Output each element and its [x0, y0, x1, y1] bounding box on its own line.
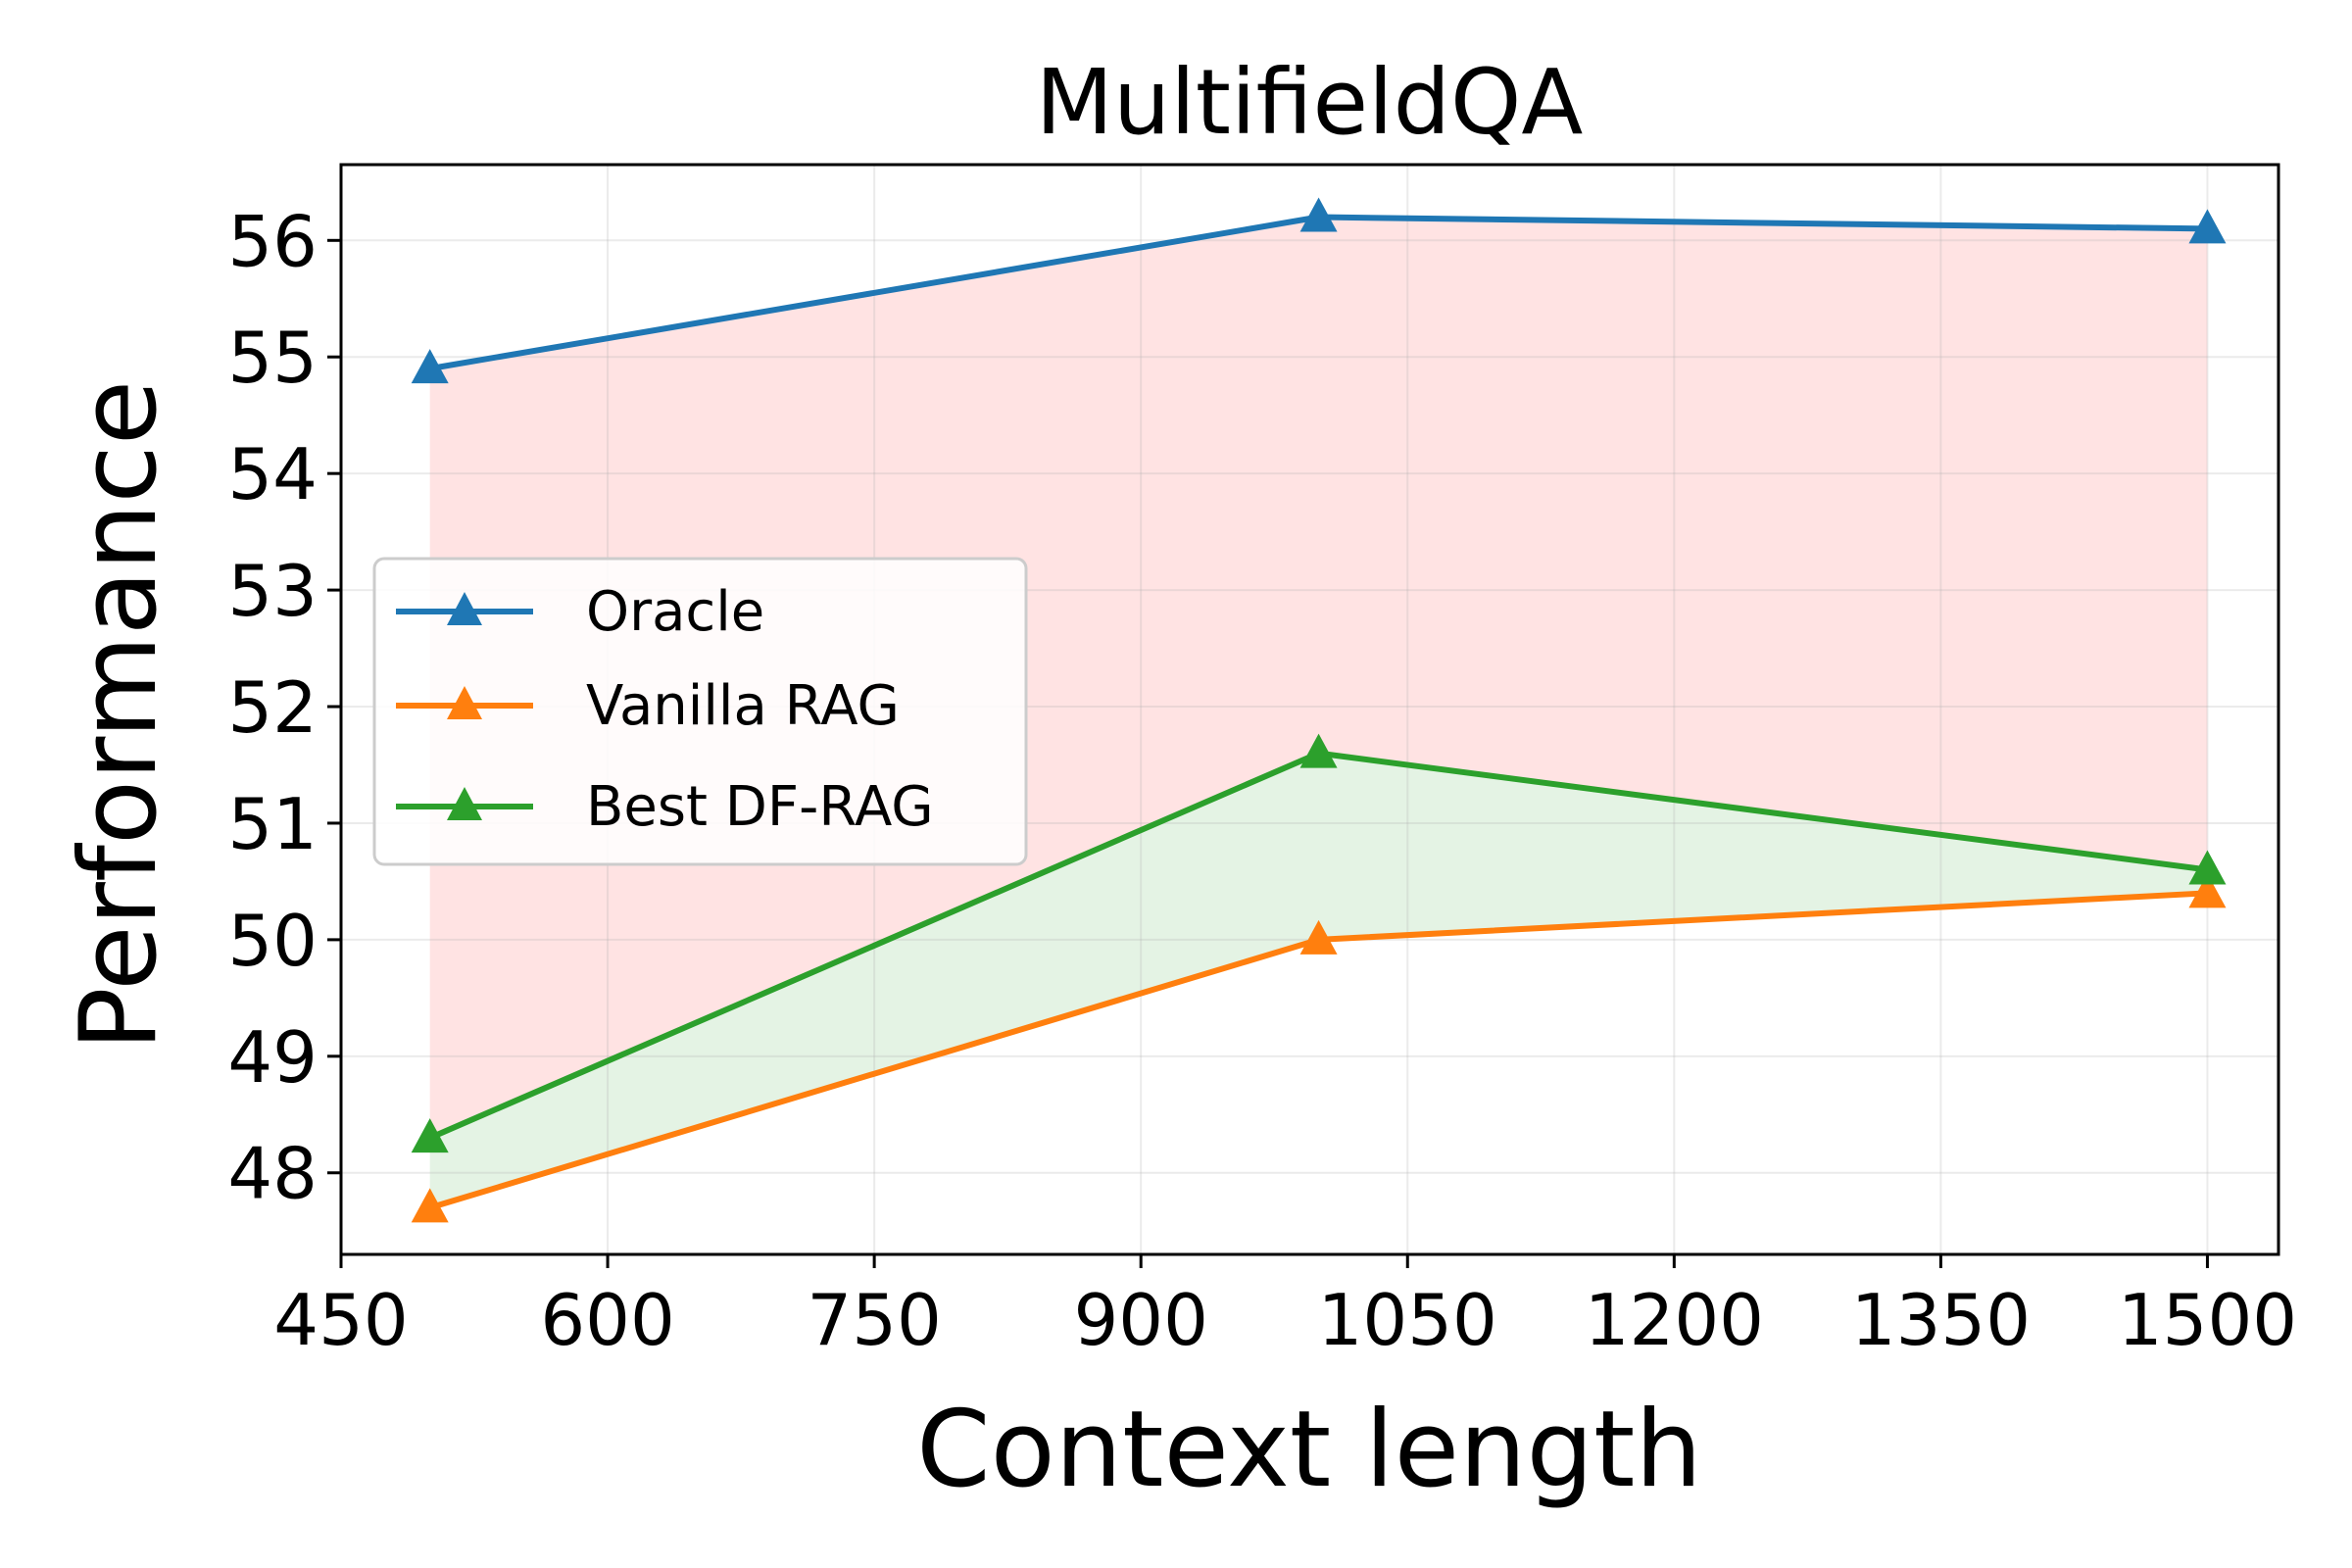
fill-vanilla-rag-to-best-df-rag	[429, 753, 2208, 1208]
point-best-df-rag	[1299, 733, 1338, 768]
legend-entry-oracle: Oracle	[396, 580, 764, 644]
point-oracle	[2188, 209, 2227, 244]
chart-title: MultifieldQA	[1036, 50, 1584, 155]
legend-label-oracle: Oracle	[586, 580, 764, 644]
x-tick-label: 1200	[1585, 1279, 1764, 1361]
legend-entry-best-df-rag: Best DF-RAG	[396, 775, 934, 839]
x-tick-label: 600	[540, 1279, 674, 1361]
y-tick-label: 54	[227, 433, 318, 515]
legend-marker-vanilla-rag	[447, 686, 482, 719]
point-best-df-rag	[2188, 850, 2227, 885]
y-tick-label: 50	[227, 900, 318, 982]
series-layer	[411, 197, 2227, 1223]
x-axis-label: Context length	[916, 1389, 1702, 1511]
legend-marker-oracle	[447, 592, 482, 625]
point-vanilla-rag	[411, 1188, 449, 1223]
legend-box	[372, 557, 1028, 866]
y-tick-label: 48	[227, 1133, 318, 1215]
y-axis-label: Performance	[58, 380, 180, 1051]
x-tick-label: 1050	[1318, 1279, 1497, 1361]
x-tick-label: 1500	[2118, 1279, 2297, 1361]
legend: Oracle Vanilla RAG Best DF-RAG	[372, 557, 1028, 866]
fill-best-df-rag-to-oracle	[429, 217, 2208, 1139]
point-best-df-rag	[411, 1118, 449, 1153]
x-tick-label: 900	[1073, 1279, 1207, 1361]
y-tick-label: 51	[227, 783, 318, 865]
x-tick-label: 750	[807, 1279, 941, 1361]
point-oracle	[1299, 197, 1338, 232]
y-tick-label: 49	[227, 1016, 318, 1099]
y-tick-label: 53	[227, 550, 318, 632]
legend-entry-vanilla-rag: Vanilla RAG	[396, 674, 900, 738]
legend-label-vanilla-rag: Vanilla RAG	[586, 674, 900, 738]
ticks-layer: 450 600 750 900 1050 1200 1350 1500 48 49 50 51 52 53…	[227, 200, 2297, 1361]
x-tick-label: 450	[273, 1279, 408, 1361]
plot-frame	[339, 163, 2280, 1256]
y-tick-label: 55	[227, 317, 318, 399]
point-vanilla-rag	[2188, 873, 2227, 908]
x-tick-label: 1350	[1851, 1279, 2031, 1361]
legend-label-best-df-rag: Best DF-RAG	[586, 775, 934, 839]
y-tick-label: 52	[227, 666, 318, 749]
y-tick-label: 56	[227, 200, 318, 282]
fill-layer	[429, 217, 2208, 1208]
point-oracle	[411, 349, 449, 384]
point-vanilla-rag	[1299, 919, 1338, 955]
legend-marker-best-df-rag	[447, 787, 482, 820]
